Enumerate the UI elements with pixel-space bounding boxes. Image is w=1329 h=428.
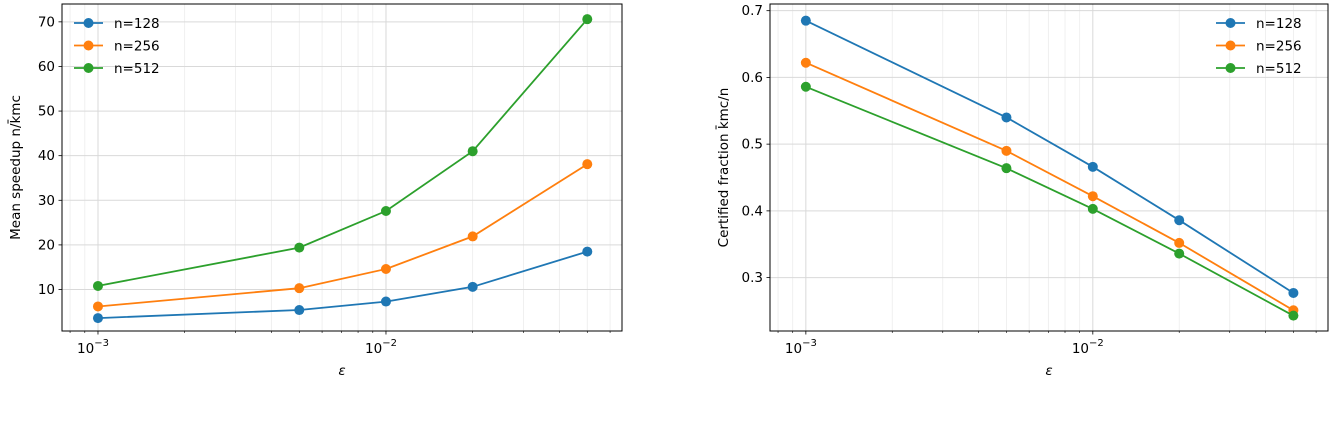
certified-fraction-chart: 0.3 0.4 0.5 0.6 0.7 10−3 10−2 ε Certified fracti…: [715, 3, 1329, 379]
legend-marker: [83, 63, 94, 73]
x-tick-label: 10−3: [77, 338, 109, 357]
data-point: [467, 281, 478, 292]
data-point: [380, 205, 391, 216]
series-line: [805, 85, 1294, 317]
series-n=128: [92, 246, 593, 324]
data-point: [380, 263, 391, 274]
y-tick-label: 0.4: [742, 203, 763, 219]
legend-marker: [1225, 18, 1236, 28]
grid: [62, 4, 622, 331]
y-axis-label: Certified fraction k̄mc/n: [715, 88, 732, 248]
data-point: [92, 313, 103, 324]
series-n=512: [92, 14, 593, 291]
data-point: [1087, 203, 1098, 214]
data-point: [1001, 112, 1012, 123]
series-line: [97, 250, 588, 319]
data-point: [294, 242, 305, 253]
y-tick-label: 0.3: [742, 270, 763, 286]
y-tick-label: 60: [38, 59, 55, 75]
data-point: [1087, 161, 1098, 172]
y-tick-label: 0.5: [742, 137, 763, 153]
y-tick-label: 0.6: [742, 70, 763, 86]
data-point: [1174, 237, 1185, 248]
data-point: [800, 57, 811, 68]
y-tick-label: 20: [38, 237, 55, 253]
data-point: [582, 14, 593, 25]
legend-label: n=128: [114, 16, 160, 32]
legend: n=128 n=256 n=512: [74, 16, 160, 77]
series-n=256: [800, 57, 1299, 316]
data-point: [1288, 310, 1299, 321]
legend-marker: [1225, 63, 1236, 73]
y-tick-label: 30: [38, 193, 55, 209]
data-point: [380, 296, 391, 307]
x-axis-label: ε: [338, 363, 345, 379]
series-line: [805, 19, 1294, 294]
data-point: [1174, 248, 1185, 259]
y-axis-label: Mean speedup n/k̄mc: [7, 95, 24, 240]
data-point: [582, 159, 593, 170]
data-point: [92, 280, 103, 291]
data-point: [1174, 215, 1185, 226]
data-point: [294, 283, 305, 294]
data-point: [582, 246, 593, 257]
legend-label: n=256: [1256, 39, 1302, 55]
y-tick-label: 40: [38, 148, 55, 164]
legend-label: n=128: [1256, 16, 1302, 32]
series-line: [97, 18, 588, 287]
plot-frame: [769, 3, 1329, 332]
x-tick-label: 10−2: [1072, 338, 1104, 357]
y-tick-label: 10: [38, 282, 55, 298]
legend-marker: [83, 18, 94, 28]
legend-label: n=256: [114, 39, 160, 55]
series-n=128: [800, 15, 1299, 298]
data-point: [1087, 191, 1098, 202]
data-point: [92, 301, 103, 312]
x-tick-label: 10−3: [785, 338, 817, 357]
plot-frame: [61, 3, 623, 332]
grid: [770, 4, 1328, 331]
series-n=512: [800, 81, 1299, 321]
data-point: [294, 305, 305, 316]
legend-marker: [1225, 40, 1236, 51]
y-tick-label: 70: [38, 14, 55, 30]
legend-marker: [83, 40, 94, 51]
x-tick-label: 10−2: [365, 338, 397, 357]
series-line: [97, 163, 588, 308]
data-point: [800, 81, 811, 92]
data-point: [467, 146, 478, 157]
series-n=256: [92, 159, 593, 312]
data-point: [1001, 163, 1012, 174]
legend-label: n=512: [1256, 61, 1302, 77]
x-axis-label: ε: [1045, 363, 1052, 379]
legend: n=128 n=256 n=512: [1216, 16, 1302, 77]
speedup-chart: 10 20 30 40 50 60 70 10−3 10−2 ε Mean speedup n/k̄…: [7, 3, 623, 379]
y-tick-label: 0.7: [742, 3, 763, 19]
y-tick-label: 50: [38, 104, 55, 120]
legend-label: n=512: [114, 61, 160, 77]
series-line: [805, 61, 1294, 312]
data-point: [467, 231, 478, 242]
data-point: [800, 15, 811, 26]
data-point: [1288, 287, 1299, 298]
data-point: [1001, 145, 1012, 156]
